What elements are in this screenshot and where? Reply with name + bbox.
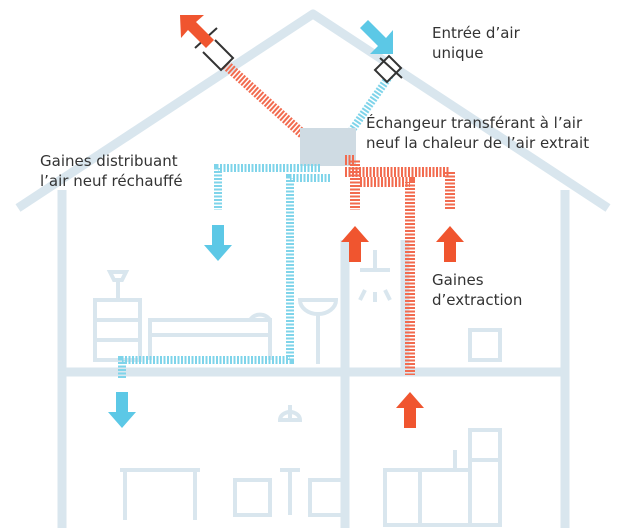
extract-arrow	[396, 392, 424, 428]
label-line: Gaines distribuant	[40, 152, 178, 170]
supply-duct	[118, 174, 330, 378]
extraction-duct	[360, 177, 415, 375]
exhaust-arrow	[180, 15, 214, 48]
extraction-label: Gaines d’extraction	[432, 271, 522, 309]
label-line: Gaines	[432, 271, 484, 289]
label-line: Échangeur transférant à l’air	[366, 113, 583, 132]
supply-duct	[214, 164, 320, 210]
house	[15, 9, 611, 528]
extraction-duct	[345, 155, 360, 210]
supply-label: Gaines distribuant l’air neuf réchauffé	[40, 152, 183, 190]
supply-arrow	[108, 392, 136, 428]
intake-label: Entrée d’air unique	[432, 24, 525, 62]
extract-arrow	[341, 226, 369, 262]
ducts	[118, 27, 455, 378]
arrows	[108, 15, 464, 428]
exhaust-duct	[211, 51, 322, 152]
label-line: Entrée d’air	[432, 24, 521, 42]
exchanger	[300, 128, 356, 166]
intake-arrow	[360, 20, 393, 54]
exchanger-label: Échangeur transférant à l’air neuf la ch…	[366, 113, 589, 152]
label-line: l’air neuf réchauffé	[40, 172, 183, 190]
label-line: neuf la chaleur de l’air extrait	[366, 134, 589, 152]
intake-cap	[373, 54, 403, 84]
supply-arrow	[204, 225, 232, 261]
label-line: unique	[432, 44, 483, 62]
extraction-duct	[345, 167, 455, 210]
extract-arrow	[436, 226, 464, 262]
label-line: d’extraction	[432, 291, 522, 309]
